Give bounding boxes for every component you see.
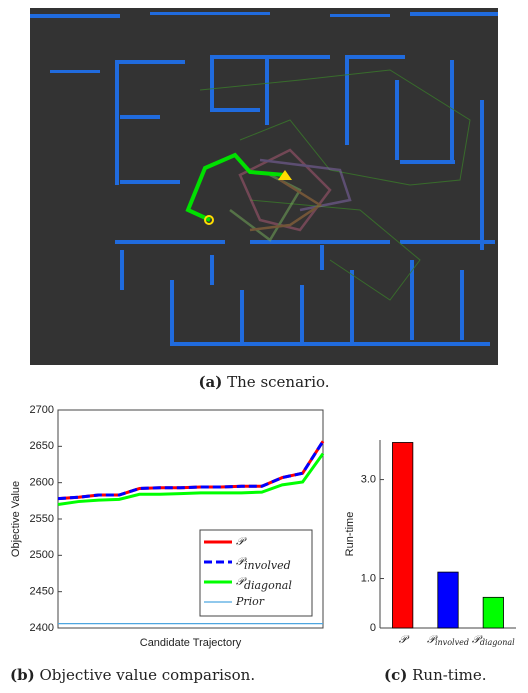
- caption: (a) The scenario.: [198, 373, 329, 391]
- x-tick-label: 𝒫involved: [427, 633, 469, 647]
- y-tick-label: 2450: [30, 586, 54, 598]
- legend-name: Prior: [235, 595, 265, 608]
- caption-label: (b): [10, 666, 35, 684]
- legend-subscript: involved: [244, 559, 291, 572]
- x-tick-label: 𝒫: [399, 633, 410, 646]
- figure-canvas: 2400 2450 2500 2550 2600 2650 2700 Objective Va…: [0, 0, 528, 693]
- y-tick-label: 2650: [30, 440, 54, 452]
- legend-subscript: diagonal: [244, 579, 292, 592]
- y-axis-label: Run-time: [344, 512, 356, 557]
- scenario-map: [30, 8, 498, 365]
- series-line: [58, 441, 323, 498]
- figure: 2400 2450 2500 2550 2600 2650 2700 Objective Va…: [0, 0, 528, 693]
- category-subscript: involved: [435, 638, 469, 647]
- caption-text: Run-time.: [412, 666, 486, 684]
- y-tick-label: 2700: [30, 404, 54, 416]
- y-tick-label: 1.0: [361, 572, 376, 584]
- x-tick-label: 𝒫diagonal: [472, 633, 515, 647]
- caption: (c) Run-time.: [384, 666, 487, 684]
- bar: [483, 597, 503, 628]
- legend-label: Prior: [235, 595, 265, 608]
- caption-text: The scenario.: [227, 373, 329, 391]
- caption: (b) Objective value comparison.: [10, 666, 255, 684]
- y-tick-label: 3.0: [361, 473, 376, 485]
- y-tick-label: 2550: [30, 513, 54, 525]
- x-axis-label: Candidate Trajectory: [140, 637, 242, 649]
- bar: [438, 572, 458, 628]
- category-subscript: diagonal: [480, 638, 515, 647]
- bar: [392, 442, 412, 628]
- caption-label: (c): [384, 666, 407, 684]
- y-tick-label: 2600: [30, 477, 54, 489]
- caption-label: (a): [198, 373, 222, 391]
- caption-text: Objective value comparison.: [39, 666, 255, 684]
- y-tick-label: 0: [370, 622, 376, 634]
- series-line: [58, 454, 323, 505]
- y-axis-label: Objective Value: [10, 481, 22, 557]
- y-tick-label: 2500: [30, 549, 54, 561]
- series-line: [58, 441, 323, 498]
- y-tick-label: 2400: [30, 622, 54, 634]
- category-name: 𝒫: [399, 633, 410, 646]
